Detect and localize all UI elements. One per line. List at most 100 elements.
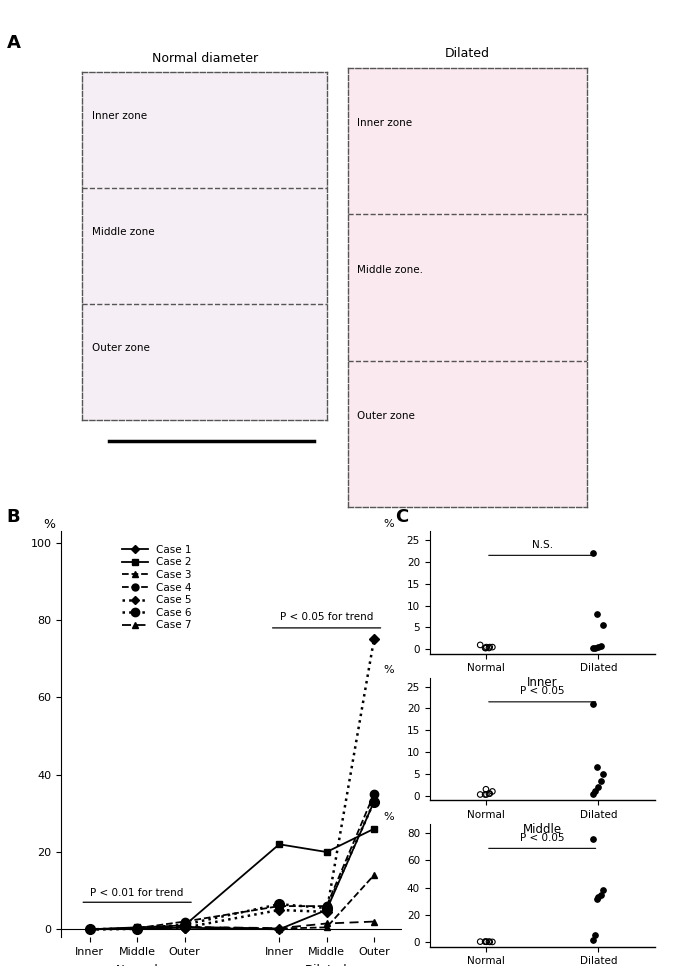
Line: Case 3: Case 3 [87,871,377,933]
Case 2 [86,923,94,935]
Line: Case 7: Case 7 [87,918,377,933]
Text: Outer zone: Outer zone [357,412,415,421]
Y-axis label: %: % [384,519,394,528]
Point [597,883,608,898]
Text: C: C [396,508,409,526]
Point [484,934,495,950]
Case 3 [370,869,378,881]
Text: Middle zone.: Middle zone. [357,265,424,274]
Point [475,934,486,950]
Case 1 [370,796,378,808]
Case 5 [181,922,189,933]
Point [595,639,606,654]
Case 7 [181,922,189,933]
Case 1 [275,923,283,935]
Point [590,927,601,943]
Case 7 [86,923,94,935]
Point [587,546,598,561]
Line: Case 4: Case 4 [86,790,378,933]
Point [591,891,602,906]
Case 2 [133,922,141,933]
Text: P < 0.05 for trend: P < 0.05 for trend [280,612,373,622]
Point [591,759,602,775]
Case 3 [323,922,331,933]
Text: Inner zone: Inner zone [357,118,413,128]
Case 3 [133,923,141,934]
Line: Case 2: Case 2 [87,825,377,933]
Case 5 [86,923,94,935]
Point [484,786,495,802]
Case 2 [370,823,378,835]
Point [481,639,492,655]
Case 3 [275,923,283,934]
Case 4 [133,923,141,934]
Text: %: % [44,519,55,531]
Text: Normal diameter: Normal diameter [151,52,258,65]
Case 1 [323,904,331,916]
Point [484,639,495,655]
Point [587,696,598,712]
Point [593,780,604,795]
Point [479,934,490,950]
Case 6 [181,919,189,930]
Point [481,786,492,802]
Line: Case 6: Case 6 [85,797,379,934]
X-axis label: Inner: Inner [527,676,557,689]
Case 4 [370,788,378,800]
Point [597,617,608,633]
Point [597,766,608,781]
Line: Case 1: Case 1 [87,798,377,933]
Case 7 [323,918,331,929]
Case 7 [133,923,141,935]
Point [593,890,604,905]
Point [590,783,601,799]
Text: Inner zone: Inner zone [91,111,147,122]
Text: Dilated: Dilated [445,47,490,60]
Point [591,607,602,622]
Text: P < 0.05: P < 0.05 [520,833,565,843]
Point [587,831,598,846]
Case 2 [181,920,189,931]
Point [484,786,494,802]
Case 6 [370,796,378,808]
Point [475,638,486,653]
Point [479,786,490,802]
Case 6 [323,902,331,914]
Point [481,934,492,950]
Case 4 [275,900,283,912]
Point [487,934,498,950]
Text: B: B [7,508,20,526]
Case 7 [275,923,283,934]
Y-axis label: %: % [384,666,394,675]
X-axis label: Middle: Middle [522,823,562,836]
Case 2 [275,838,283,850]
Case 3 [86,923,94,935]
Point [484,934,494,950]
Case 5 [323,906,331,918]
Case 1 [86,923,94,935]
Case 3 [181,922,189,933]
Text: Normal: Normal [116,964,158,966]
Text: P < 0.01 for trend: P < 0.01 for trend [91,889,184,898]
Point [479,640,490,656]
Point [587,640,598,656]
Point [590,639,601,655]
Case 4 [181,916,189,927]
Case 1 [133,923,141,934]
Text: Dilated: Dilated [306,964,348,966]
Y-axis label: %: % [384,811,394,822]
Case 2 [323,846,331,858]
Case 6 [133,923,141,934]
Text: Middle zone: Middle zone [91,227,154,238]
Point [595,887,606,902]
Case 4 [323,900,331,912]
Case 5 [370,634,378,645]
Legend: Case 1, Case 2, Case 3, Case 4, Case 5, Case 6, Case 7: Case 1, Case 2, Case 3, Case 4, Case 5, … [118,541,196,635]
Text: P < 0.05: P < 0.05 [520,687,565,696]
Case 4 [86,923,94,935]
Case 5 [133,923,141,935]
Case 6 [275,898,283,910]
Case 6 [86,923,94,935]
Point [484,640,494,656]
Point [587,786,598,802]
